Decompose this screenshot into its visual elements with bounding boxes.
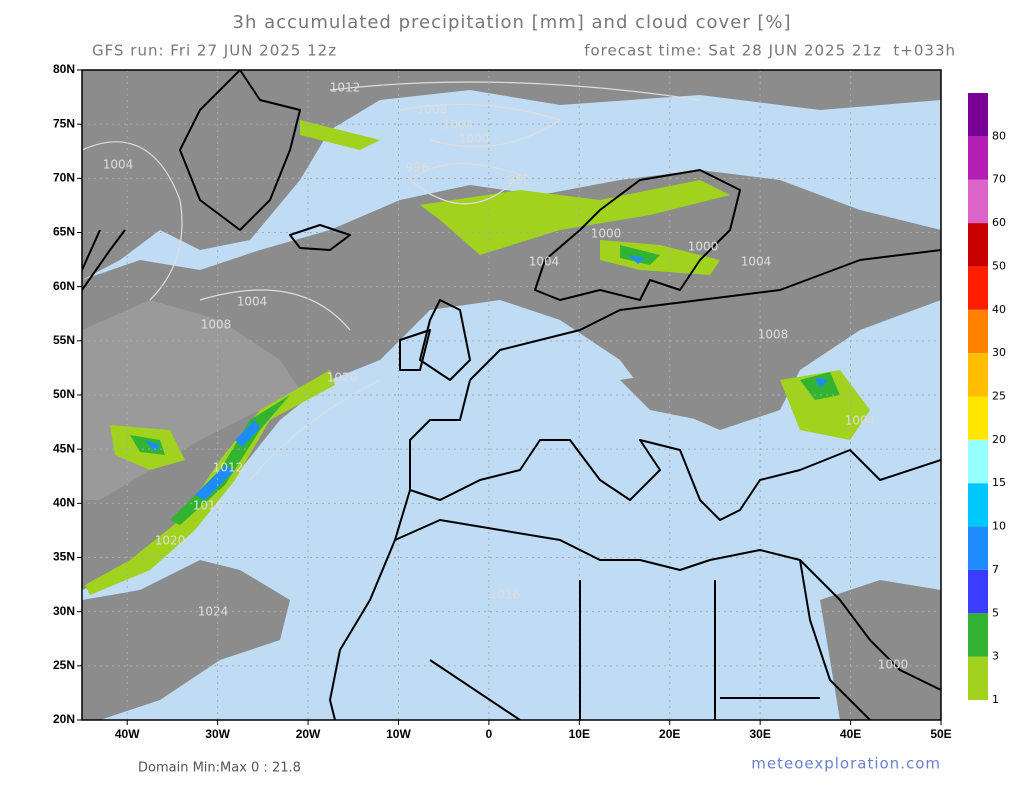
- isobar-label: 1008: [201, 318, 232, 332]
- isobar-label: 1020: [155, 534, 186, 548]
- isobar-label: 1024: [198, 605, 229, 619]
- isobar-label: 1004: [529, 255, 560, 269]
- colorbar-label: 3: [992, 650, 999, 663]
- lon-label: 40E: [840, 727, 861, 741]
- colorbar-label: 5: [992, 606, 999, 619]
- colorbar-segment: [968, 353, 988, 397]
- isobar-label: 1004: [237, 295, 268, 309]
- isobar-label: 1000: [459, 132, 490, 146]
- lat-label: 50N: [53, 387, 75, 401]
- colorbar-label: 7: [992, 563, 999, 576]
- colorbar-segment: [968, 613, 988, 657]
- lat-label: 70N: [53, 171, 75, 185]
- lat-label: 45N: [53, 441, 75, 455]
- isobar-label: 1016: [193, 499, 224, 513]
- lat-label: 40N: [53, 496, 75, 510]
- colorbar-segment: [968, 526, 988, 570]
- colorbar-segment: [968, 179, 988, 224]
- lon-label: 20E: [659, 727, 680, 741]
- isobar-label: 992: [508, 173, 531, 187]
- lat-label: 60N: [53, 279, 75, 293]
- lon-label: 0: [486, 727, 493, 741]
- colorbar-label: 15: [992, 476, 1006, 489]
- isobar-label: 1020: [327, 371, 358, 385]
- lon-label: 10W: [386, 727, 411, 741]
- colorbar-segment: [968, 656, 988, 700]
- run-time: GFS run: Fri 27 JUN 2025 12z: [92, 42, 337, 60]
- isobar-label: 1016: [490, 588, 521, 602]
- coastlines: [82, 70, 941, 720]
- colorbar-segment: [968, 223, 988, 267]
- lat-label: 25N: [53, 658, 75, 672]
- lat-label: 55N: [53, 333, 75, 347]
- colorbar-segment: [968, 569, 988, 614]
- colorbar-segment: [968, 136, 988, 180]
- colorbar-segment: [968, 266, 988, 310]
- colorbar-segment: [968, 439, 988, 484]
- map: [82, 70, 941, 720]
- isobar-label: 1012: [213, 461, 244, 475]
- colorbar-segment: [968, 396, 988, 440]
- title: 3h accumulated precipitation [mm] and cl…: [233, 12, 792, 33]
- precip-core: [145, 255, 828, 500]
- lon-label: 30W: [205, 727, 230, 741]
- colorbar-label: 50: [992, 259, 1006, 272]
- colorbar-label: 60: [992, 216, 1006, 229]
- isobar-label: 1004: [845, 414, 876, 428]
- isobar-label: 1008: [758, 328, 789, 342]
- isobar-label: 1008: [417, 103, 448, 117]
- lon-label: 50E: [930, 727, 951, 741]
- lon-label: 20W: [296, 727, 321, 741]
- colorbar-segment: [968, 483, 988, 527]
- isobar-label: 1004: [443, 118, 474, 132]
- isobar-label: 1000: [591, 227, 622, 241]
- colorbar-label: 10: [992, 520, 1006, 533]
- domain-minmax: Domain Min:Max 0 : 21.8: [138, 761, 301, 776]
- colorbar-segment: [968, 309, 988, 354]
- colorbar-label: 1: [992, 693, 999, 706]
- lon-label: 30E: [749, 727, 770, 741]
- isobar-label: 1004: [741, 255, 772, 269]
- lat-label: 35N: [53, 550, 75, 564]
- grid: [82, 70, 941, 720]
- lon-label: 40W: [115, 727, 140, 741]
- lat-label: 20N: [53, 712, 75, 726]
- colorbar-label: 70: [992, 173, 1006, 186]
- isobar-label: 1004: [103, 158, 134, 172]
- isobars: [82, 81, 701, 481]
- lat-label: 30N: [53, 604, 75, 618]
- colorbar-label: 80: [992, 129, 1006, 142]
- credit: meteoexploration.com: [751, 755, 941, 773]
- isobar-label: 1000: [878, 658, 909, 672]
- lat-label: 80N: [53, 62, 75, 76]
- isobar-label: 996: [406, 161, 429, 175]
- colorbar-label: 40: [992, 303, 1006, 316]
- colorbar-label: 30: [992, 346, 1006, 359]
- lon-label: 10E: [569, 727, 590, 741]
- colorbar-label: 20: [992, 433, 1006, 446]
- isobar-label: 1012: [330, 81, 361, 95]
- lat-label: 65N: [53, 225, 75, 239]
- colorbar-segment: [968, 93, 988, 137]
- colorbar-label: 25: [992, 390, 1006, 403]
- lat-label: 75N: [53, 116, 75, 130]
- isobar-label: 1000: [688, 240, 719, 254]
- forecast-time: forecast time: Sat 28 JUN 2025 21z t+033…: [584, 42, 956, 60]
